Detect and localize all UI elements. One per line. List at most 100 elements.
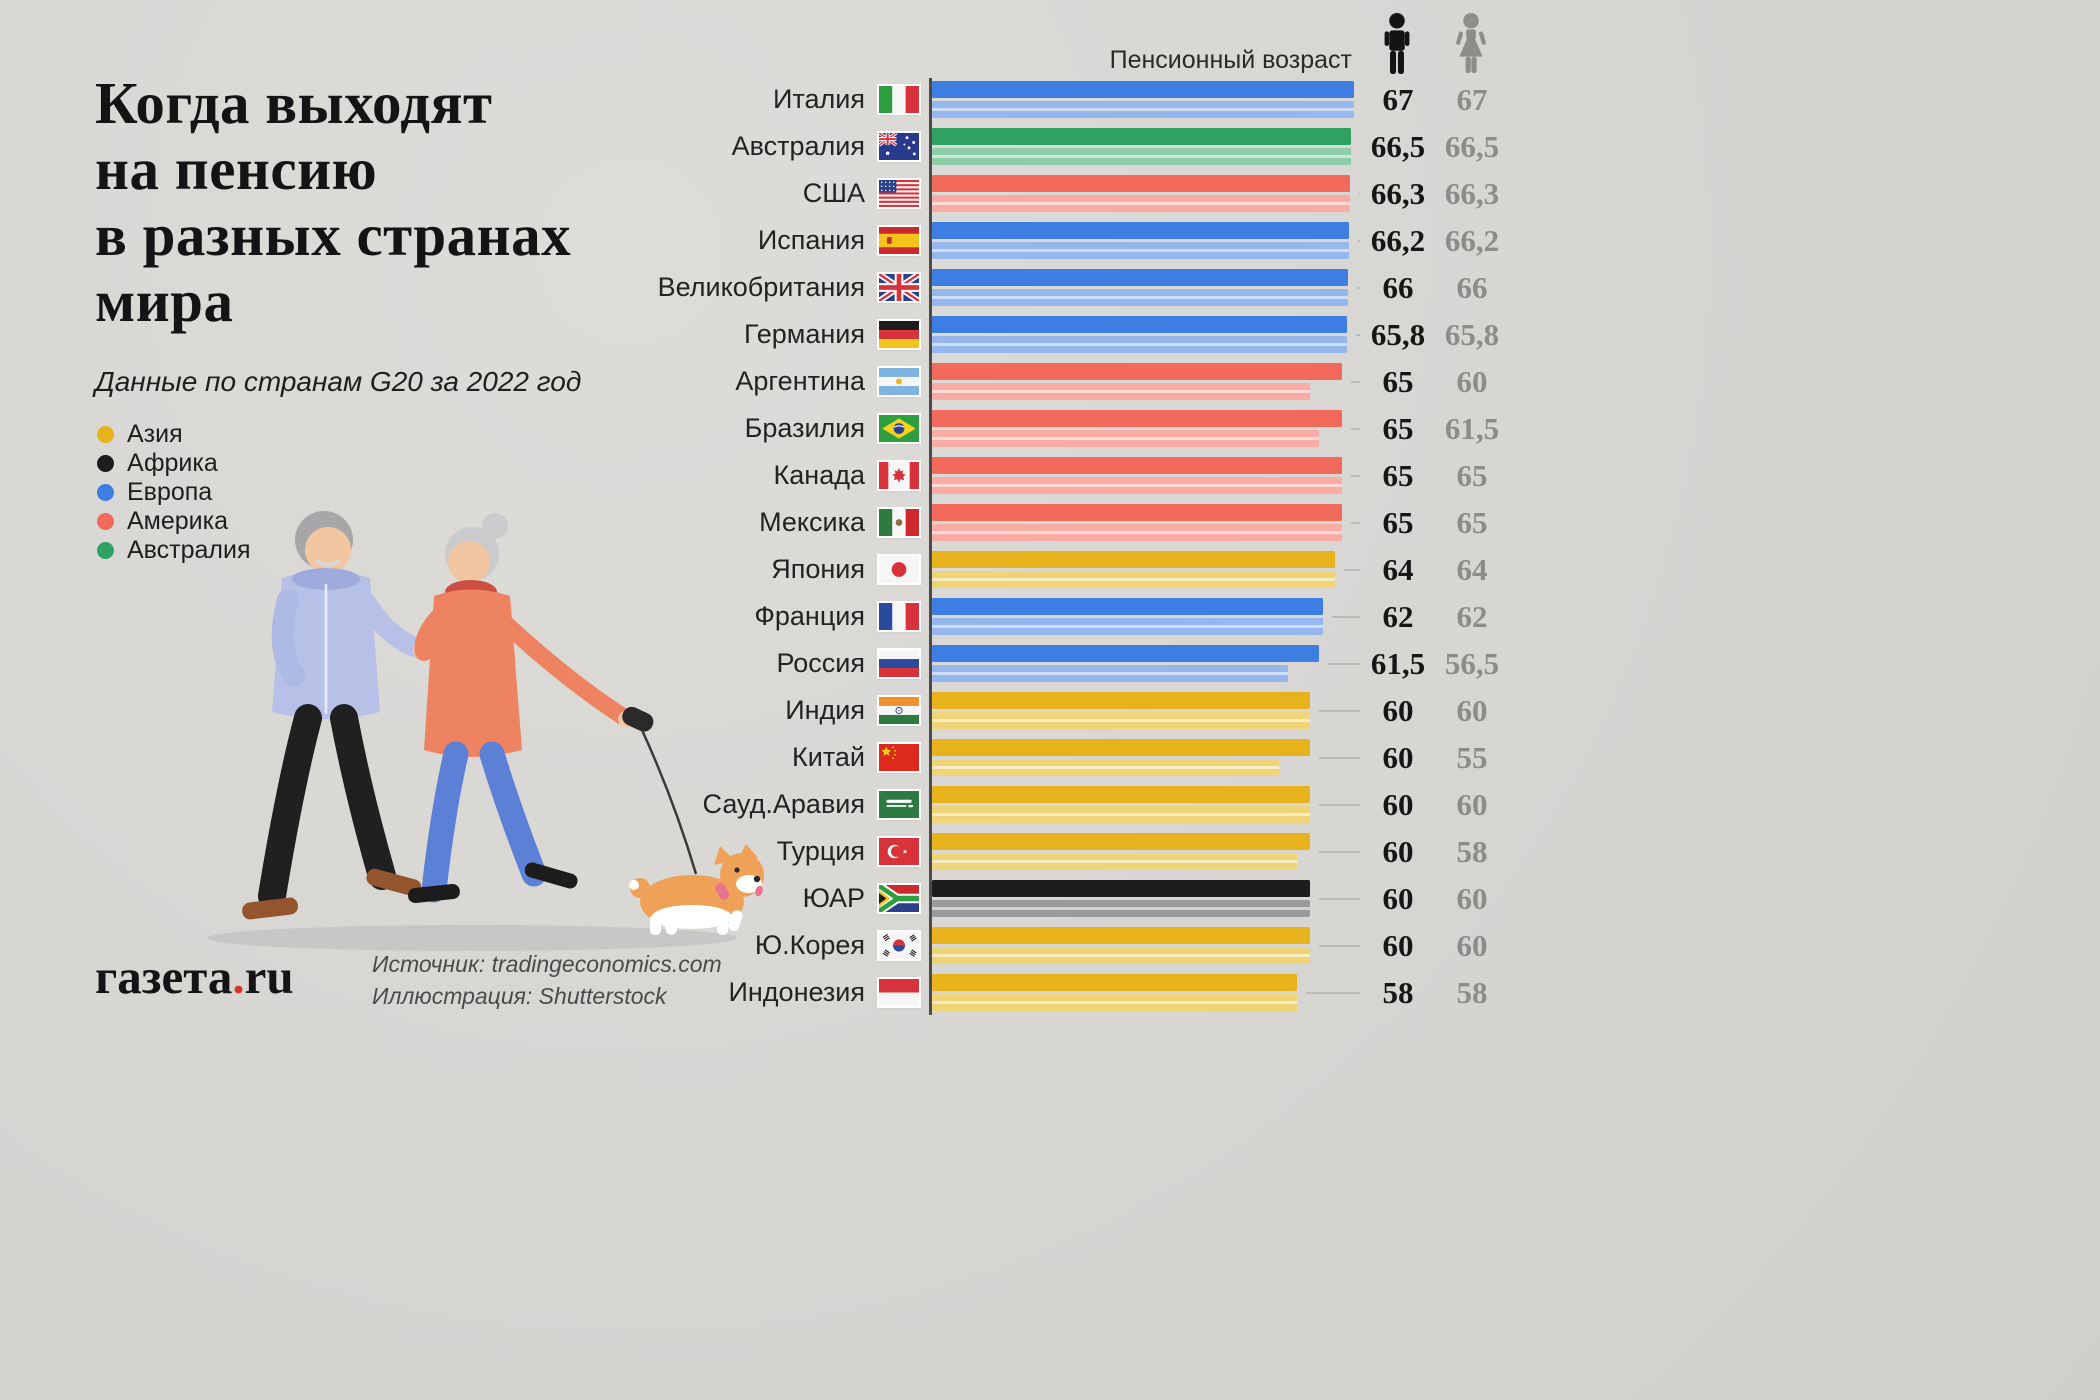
value-men: 60 [1382, 881, 1414, 916]
chart-column-header: Пенсионный возраст [1109, 46, 1352, 74]
flag-icon-au [879, 133, 919, 160]
leader-line [1350, 381, 1360, 383]
leader-line [1319, 710, 1360, 712]
legend-label: Европа [127, 478, 213, 506]
value-women: 60 [1456, 693, 1488, 728]
chart-row: Аргентина 65 60 [600, 358, 2100, 405]
value-women: 58 [1456, 834, 1488, 869]
country-label: Австралия [731, 131, 865, 161]
value-men: 60 [1382, 740, 1414, 775]
bar-men [932, 551, 1336, 568]
country-label: Великобритания [657, 272, 865, 302]
value-men: 65 [1382, 411, 1414, 446]
value-women: 60 [1456, 881, 1488, 916]
country-label: Мексика [759, 507, 865, 537]
country-label: Ю.Корея [754, 930, 865, 960]
country-label: Германия [743, 319, 865, 349]
bar-women [932, 618, 1323, 635]
title-line: на пенсию [95, 136, 378, 203]
bar-women [932, 101, 1355, 118]
flag-icon-gb [879, 274, 919, 301]
value-women: 61,5 [1444, 411, 1500, 446]
bar-women [932, 571, 1336, 588]
value-men: 66,2 [1370, 223, 1426, 258]
flag-icon-kr [879, 932, 919, 959]
country-label: Турция [776, 836, 865, 866]
legend-item: Австралия [97, 536, 251, 565]
bar-women [932, 665, 1288, 682]
value-men: 65 [1382, 505, 1414, 540]
brand-name: газета [95, 949, 233, 1004]
leader-line [1319, 851, 1360, 853]
bar-women [932, 900, 1310, 917]
legend-color-dot [97, 426, 114, 443]
leader-line [1358, 240, 1360, 242]
value-men: 66,3 [1370, 176, 1426, 211]
flag-icon-br [879, 415, 919, 442]
bar-women [932, 853, 1298, 870]
ground-shadow [207, 925, 737, 951]
chart-row: Бразилия 65 61,5 [600, 405, 2100, 452]
chart-row: Япония 64 64 [600, 546, 2100, 593]
value-men: 60 [1382, 787, 1414, 822]
bar-men [932, 786, 1310, 803]
value-women: 66,2 [1444, 223, 1500, 258]
bar-women [932, 289, 1348, 306]
source-line: Источник: tradingeconomics.com [372, 951, 722, 977]
bar-women [932, 806, 1310, 823]
legend-color-dot [97, 484, 114, 501]
chart-row: Россия 61,5 56,5 [600, 640, 2100, 687]
legend-label: Азия [127, 420, 183, 448]
flag-icon-mx [879, 509, 919, 536]
bar-women [932, 994, 1298, 1011]
bar-women [932, 195, 1350, 212]
legend-item: Африка [97, 449, 251, 478]
chart-row: Канада 65 65 [600, 452, 2100, 499]
chart-axis-line [929, 78, 932, 1015]
legend-label: Америка [127, 507, 229, 535]
leader-line [1319, 804, 1360, 806]
value-women: 60 [1456, 364, 1488, 399]
leader-line [1328, 663, 1360, 665]
value-men: 65 [1382, 458, 1414, 493]
legend-item: Азия [97, 420, 251, 449]
title-line: в разных странах [95, 202, 572, 269]
bar-women [932, 947, 1310, 964]
flag-icon-tr [879, 838, 919, 865]
value-women: 66 [1456, 270, 1488, 305]
country-label: Франция [754, 601, 865, 631]
value-men: 60 [1382, 693, 1414, 728]
legend-item: Америка [97, 507, 251, 536]
legend: Азия Африка Европа Америка Австралия [97, 420, 251, 565]
leader-line [1356, 287, 1360, 289]
country-label: ЮАР [802, 883, 865, 913]
country-label: Аргентина [735, 366, 865, 396]
chart-row: Испания 66,2 66,2 [600, 217, 2100, 264]
country-label: Индонезия [728, 977, 865, 1007]
flag-icon-id [879, 979, 919, 1006]
bar-women [932, 524, 1342, 541]
value-men: 64 [1382, 552, 1414, 587]
flag-icon-it [879, 86, 919, 113]
value-men: 65 [1382, 364, 1414, 399]
leader-line [1355, 334, 1360, 336]
bar-women [932, 430, 1320, 447]
chart-row: Китай 60 55 [600, 734, 2100, 781]
value-women: 66,3 [1444, 176, 1500, 211]
value-men: 58 [1382, 975, 1414, 1010]
bar-men [932, 880, 1310, 897]
bar-men [932, 175, 1350, 192]
flag-icon-jp [879, 556, 919, 583]
country-label: Италия [773, 84, 865, 114]
brand-tld: ru [244, 949, 294, 1004]
bar-men [932, 833, 1310, 850]
value-men: 65,8 [1370, 317, 1426, 352]
bar-women [932, 477, 1342, 494]
bar-men [932, 457, 1342, 474]
bar-men [932, 222, 1350, 239]
country-label: Китай [792, 742, 865, 772]
flag-icon-es [879, 227, 919, 254]
chart-row: Индонезия 58 58 [600, 969, 2100, 1016]
woman-figure [407, 513, 634, 903]
leader-line [1331, 616, 1360, 618]
